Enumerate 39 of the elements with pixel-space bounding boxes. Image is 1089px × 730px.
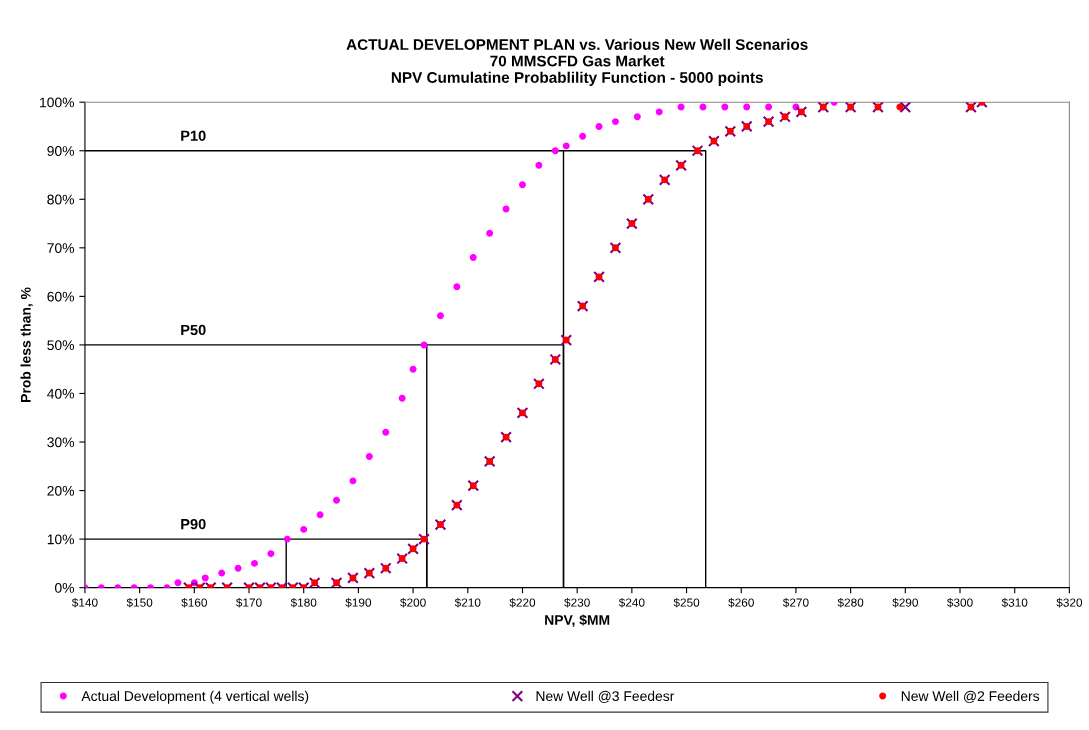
y-tick-label: 20%	[47, 485, 75, 496]
x-tick-label: $270	[782, 597, 809, 608]
x-tick-label: $230	[564, 597, 590, 608]
x-tick-label: $300	[947, 597, 973, 608]
x-tick-label: $250	[673, 597, 700, 608]
annotation: P10	[181, 130, 206, 141]
x-tick-label: $170	[236, 597, 262, 608]
y-tick-label: 90%	[47, 146, 75, 156]
y-tick-label: 40%	[47, 388, 75, 399]
x-axis-title: NPV, $MM	[545, 614, 610, 627]
x-tick-label: $240	[618, 597, 645, 608]
y-tick-label: 100%	[40, 97, 75, 108]
chart-title: ACTUAL DEVELOPMENT PLAN vs. Various New Well Scenarios 70 MMSCFD Gas Market NPV Cumulatine Probablility Function - 5000 points	[346, 38, 808, 86]
x-tick-label: $160	[181, 597, 207, 608]
x-tick-label: $220	[509, 597, 536, 608]
y-tick-label: 60%	[47, 291, 75, 302]
y-tick-label: 50%	[47, 340, 75, 351]
legend-label: Actual Development (4 vertical wells)	[81, 690, 309, 704]
x-tick-label: $260	[728, 597, 754, 608]
y-tick-label: 30%	[47, 437, 75, 448]
y-axis-title: Prob less than, %	[20, 287, 33, 402]
annotation: P50	[181, 324, 206, 336]
y-tick-label: 70%	[47, 243, 75, 253]
legend-label: New Well @3 Feedesr	[536, 690, 675, 703]
x-tick-label: $200	[400, 597, 426, 608]
x-tick-label: $290	[892, 597, 918, 608]
x-tick-label: $280	[837, 597, 864, 608]
y-tick-label: 10%	[47, 534, 75, 545]
x-tick-label: $140	[71, 597, 98, 608]
x-tick-label: $150	[126, 597, 153, 608]
x-tick-label: $190	[345, 597, 372, 608]
legend-label: New Well @2 Feeders	[901, 690, 1040, 703]
x-tick-label: $210	[454, 597, 481, 608]
x-tick-label: $180	[290, 597, 317, 608]
x-tick-label: $320	[1056, 597, 1083, 608]
y-tick-label: 80%	[47, 194, 75, 205]
x-tick-label: $310	[1001, 597, 1028, 608]
y-tick-label: 0%	[54, 582, 75, 593]
annotation: P90	[181, 518, 206, 530]
